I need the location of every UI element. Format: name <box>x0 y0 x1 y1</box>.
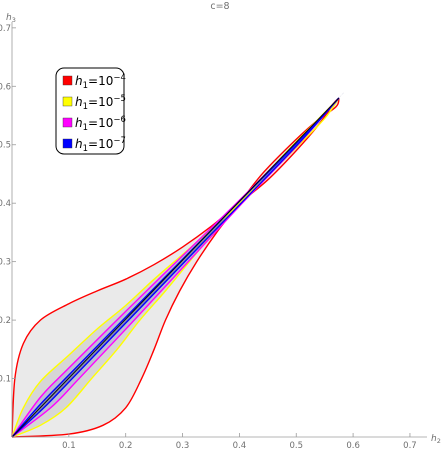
ticks: 0.1 0.2 0.3 0.4 0.5 0.6 0.7 0.1 0.2 0.3 0.4 0.5 0.6 0… <box>0 24 417 451</box>
x-tick-label: 0.2 <box>119 441 133 451</box>
legend-label: h1=10−6 <box>75 115 126 133</box>
y-tick-label: 0.5 <box>0 141 11 151</box>
series-1-lower-boundary <box>11 97 340 438</box>
legend-swatch <box>62 117 73 128</box>
x-tick-label: 0.3 <box>176 441 190 451</box>
y-tick-label: 0.6 <box>0 82 11 92</box>
x-axis-label: h2 <box>431 434 441 445</box>
series-4-upper-boundary <box>11 97 340 438</box>
legend-swatch <box>62 96 73 107</box>
axes <box>11 22 427 438</box>
chart-title: c=8 <box>210 1 229 12</box>
legend-label: h1=10−4 <box>75 73 126 91</box>
legend: h1=10−4 h1=10−5 h1=10−6 h1=10−7 <box>55 67 126 155</box>
legend-label: h1=10−7 <box>75 136 126 154</box>
plot-regions <box>11 92 345 438</box>
diagonal-line <box>11 97 340 438</box>
y-tick-label: 0.7 <box>0 24 11 34</box>
x-tick-label: 0.5 <box>289 441 303 451</box>
x-tick-label: 0.1 <box>62 441 76 451</box>
x-tick-label: 0.6 <box>346 441 360 451</box>
legend-box <box>55 67 125 155</box>
y-tick-label: 0.3 <box>0 258 11 268</box>
x-tick-label: 0.7 <box>403 441 417 451</box>
series-1-upper-boundary <box>11 97 340 438</box>
y-tick-label: 0.1 <box>0 375 11 385</box>
legend-swatch <box>62 138 73 149</box>
y-tick-label: 0.4 <box>0 199 11 209</box>
y-axis-label: h3 <box>6 13 16 24</box>
series-4-lower-boundary <box>11 97 340 438</box>
legend-label: h1=10−5 <box>75 94 126 112</box>
legend-swatch <box>62 75 73 86</box>
x-tick-label: 0.4 <box>233 441 247 451</box>
y-tick-label: 0.2 <box>0 316 11 326</box>
